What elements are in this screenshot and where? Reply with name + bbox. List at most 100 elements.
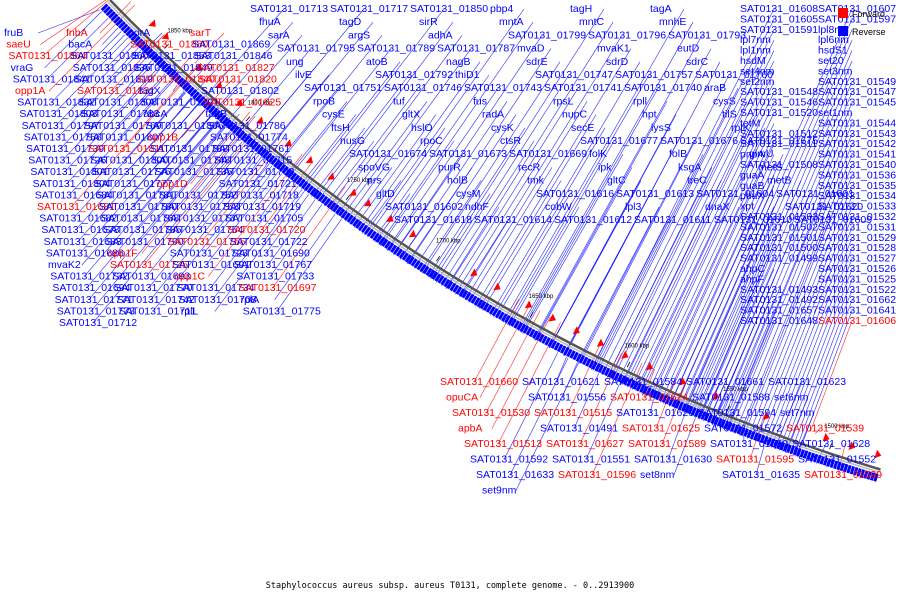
reverse-gene-block: [410, 258, 418, 267]
reverse-gene-block: [766, 437, 772, 446]
gene-label: adhA: [428, 29, 453, 41]
gene-label: pnpA: [740, 149, 765, 161]
gene-label: SAT0131_01732: [50, 271, 128, 283]
label-leader: [287, 48, 392, 179]
gene-label: SAT0131_01774: [210, 131, 288, 143]
reverse-gene-block: [168, 69, 177, 78]
reverse-gene-block: [221, 116, 229, 125]
reverse-gene-block: [535, 332, 542, 341]
label-leader: [115, 67, 159, 115]
gene-label: SAT0131_01501: [740, 232, 818, 244]
label-leader: [286, 101, 348, 178]
reverse-gene-block: [789, 445, 795, 455]
reverse-gene-block: [140, 43, 149, 52]
reverse-gene-block: [826, 458, 832, 467]
label-leader: [46, 17, 109, 80]
gene-label: SAT0131_01789: [357, 43, 435, 55]
gene-label: SAT0131_01811: [88, 143, 165, 155]
gene-label: SAT0131_01612: [554, 214, 632, 226]
label-leader: [445, 22, 614, 289]
reverse-gene-block: [135, 38, 144, 47]
label-leader: [778, 258, 853, 451]
reverse-gene-block: [616, 373, 623, 383]
label-leader: [190, 111, 251, 184]
label-leader: [782, 268, 853, 452]
label-leader: [654, 140, 775, 400]
label-leader: [668, 154, 784, 407]
label-leader: [55, 44, 135, 127]
label-leader: [639, 127, 766, 394]
reverse-gene-block: [237, 130, 246, 139]
gene-label: rpoC: [420, 135, 443, 147]
label-leader: [258, 178, 289, 219]
reverse-gene-block: [440, 277, 448, 286]
gene-label: SAT0131_01531: [818, 221, 896, 233]
gene-label: SAT0131_01742: [117, 294, 195, 306]
gene-label: SAT0131_01556: [528, 392, 606, 404]
gene-label: hpt: [642, 109, 657, 121]
forward-gene-arrow: [148, 19, 156, 27]
label-leader: [181, 88, 224, 138]
label-leader: [641, 112, 775, 394]
gene-label: SAT0131_01548: [740, 86, 818, 98]
gene-label: opp1A: [15, 85, 45, 97]
gene-label: saeU: [6, 39, 31, 51]
reverse-gene-block: [544, 337, 551, 346]
gene-label: SAT0131_01624: [610, 392, 688, 404]
gene-label: SAT0131_01683: [44, 236, 122, 248]
gene-label: nusG: [340, 135, 365, 147]
reverse-gene-block: [416, 262, 424, 271]
gene-label: SAT0131_01690: [232, 247, 310, 259]
reverse-gene-block: [455, 286, 463, 295]
gene-label: cysE: [322, 109, 345, 121]
reverse-gene-block: [349, 216, 357, 225]
gene-label: argS: [348, 29, 370, 41]
reverse-gene-block: [707, 414, 713, 423]
gene-label: sarA: [268, 29, 290, 41]
reverse-gene-block: [284, 168, 292, 177]
label-leader: [50, 31, 122, 103]
label-leader: [725, 123, 853, 431]
label-leader: [763, 216, 853, 445]
label-leader: [464, 101, 588, 301]
reverse-gene-block: [479, 300, 487, 310]
gene-label: SAT0131_01500: [740, 242, 818, 254]
label-leader: [686, 216, 775, 415]
reverse-gene-block: [645, 387, 652, 396]
gene-label: SAT0131_01610: [714, 214, 792, 226]
gene-label: SAT0131_01737: [163, 213, 241, 225]
label-leader: [715, 289, 775, 427]
gene-label: SAT0131_01549: [818, 76, 896, 88]
gene-label: SAT0131_01535: [818, 180, 896, 192]
reverse-gene-block: [677, 401, 684, 411]
gene-label: SAT0131_01542: [818, 138, 896, 150]
gene-label: treC: [687, 175, 707, 187]
gene-label: mvaK1: [597, 43, 630, 55]
reverse-gene-block: [208, 105, 216, 114]
forward-gene-arrow: [194, 62, 202, 71]
label-leader: [509, 206, 580, 327]
reverse-gene-block: [730, 423, 736, 432]
reverse-gene-block: [133, 35, 141, 44]
gene-label: opp1C: [174, 271, 205, 283]
label-leader: [216, 67, 231, 83]
reverse-gene-block: [642, 385, 649, 395]
gene-label: SAT0131_01543: [818, 128, 896, 140]
reverse-gene-block: [369, 230, 377, 239]
reverse-gene-block: [352, 218, 360, 227]
label-leader: [317, 22, 454, 202]
label-leader: [563, 193, 651, 356]
gene-label: metB: [767, 175, 792, 187]
reverse-gene-block: [338, 208, 346, 217]
label-leader: [450, 88, 579, 292]
reverse-gene-block: [118, 21, 126, 29]
label-leader: [194, 32, 225, 64]
forward-gene-arrow: [284, 139, 292, 147]
label-leader: [274, 35, 383, 169]
gene-label: folB: [669, 148, 687, 160]
reverse-gene-block: [218, 114, 227, 123]
gene-label: SAT0131_01801: [30, 166, 108, 178]
label-leader: [730, 133, 853, 433]
label-leader: [248, 61, 321, 147]
label-leader: [734, 144, 853, 434]
